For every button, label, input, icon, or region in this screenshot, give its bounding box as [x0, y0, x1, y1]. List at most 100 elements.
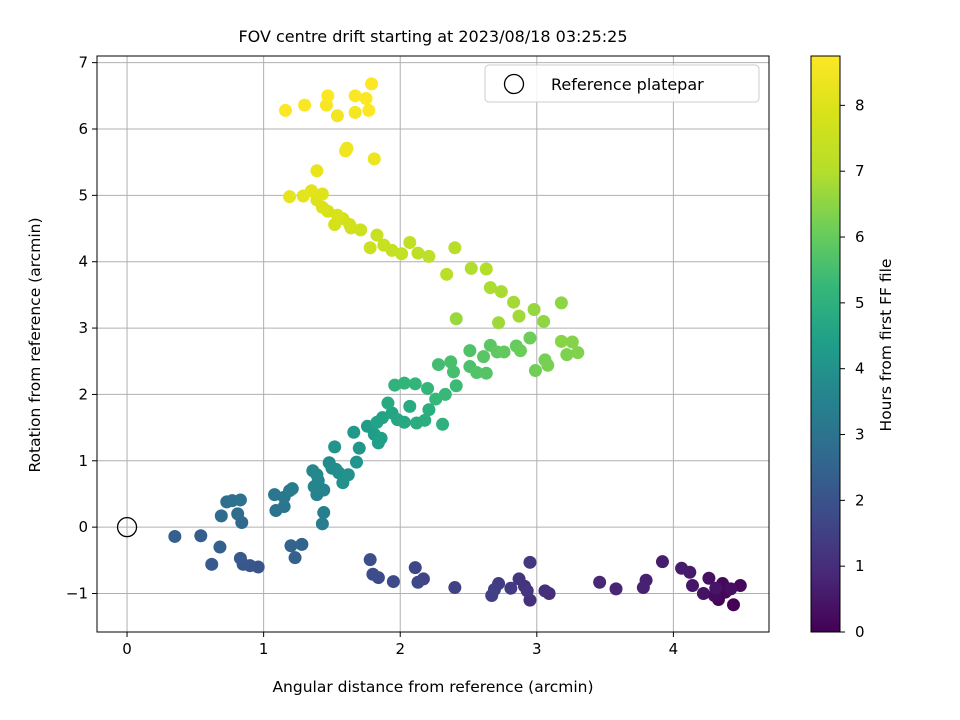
legend-box: [484, 64, 760, 103]
data-point: [538, 584, 552, 598]
data-point: [449, 312, 463, 326]
data-point: [571, 346, 585, 360]
data-point: [284, 539, 298, 553]
data-point: [512, 309, 526, 323]
data-point: [593, 575, 607, 589]
data-point: [507, 295, 521, 309]
data-point: [444, 355, 458, 369]
data-point: [367, 152, 381, 166]
data-point: [702, 571, 716, 585]
data-point: [421, 381, 435, 395]
data-point: [363, 553, 377, 567]
data-point: [422, 403, 436, 417]
data-point: [724, 582, 738, 596]
data-point: [492, 316, 506, 330]
data-point: [560, 348, 574, 362]
y-tick-label: 1: [78, 452, 88, 470]
data-point: [315, 517, 329, 531]
data-point: [523, 331, 537, 345]
colorbar-tick-label: 6: [855, 228, 865, 246]
data-point: [436, 417, 450, 431]
data-point: [362, 103, 376, 117]
data-point: [310, 468, 324, 482]
data-point: [205, 557, 219, 571]
data-point: [463, 344, 477, 358]
data-point: [477, 350, 491, 364]
data-point: [285, 482, 299, 496]
y-axis-label: Rotation from reference (arcmin): [26, 217, 44, 472]
data-point: [636, 581, 650, 595]
data-point: [317, 506, 331, 520]
data-point: [397, 376, 411, 390]
data-point: [283, 190, 297, 204]
data-point: [328, 440, 342, 454]
colorbar: [810, 55, 841, 633]
colorbar-tick-label: 2: [855, 491, 865, 509]
data-point: [348, 105, 362, 119]
x-tick-label: 3: [532, 640, 542, 658]
data-point: [231, 507, 245, 521]
data-point: [520, 584, 534, 598]
data-point: [408, 561, 422, 575]
data-point: [726, 598, 740, 612]
data-point: [537, 314, 551, 328]
data-point: [504, 581, 518, 595]
data-point: [348, 89, 362, 103]
y-tick-label: −1: [66, 585, 88, 603]
x-axis-label: Angular distance from reference (arcmin): [272, 678, 593, 696]
data-point: [686, 579, 700, 593]
data-point: [483, 281, 497, 295]
colorbar-tick-label: 1: [855, 557, 865, 575]
data-point: [370, 228, 384, 242]
y-tick-label: 0: [78, 518, 88, 536]
data-point: [339, 144, 353, 158]
data-point: [168, 529, 182, 543]
data-point: [397, 415, 411, 429]
data-point: [411, 575, 425, 589]
legend: Reference platepar: [484, 64, 760, 103]
data-point: [341, 468, 355, 482]
data-point: [470, 366, 484, 380]
data-point: [403, 235, 417, 249]
data-point: [365, 77, 379, 91]
data-point: [609, 582, 623, 596]
plot-grid: [97, 56, 769, 632]
data-point: [528, 364, 542, 378]
data-point: [330, 109, 344, 123]
reference-platepar-marker: [116, 517, 138, 538]
colorbar-tick-label: 8: [855, 96, 865, 114]
plot-frame: [96, 55, 770, 633]
colorbar-ticks: 0 1 2 3 4 5 6 7 8: [840, 96, 865, 641]
x-tick-label: 1: [259, 640, 269, 658]
data-point: [350, 455, 364, 469]
data-point: [408, 377, 422, 391]
x-axis-ticks: 0 1 2 3 4: [122, 632, 678, 658]
y-tick-label: 5: [78, 186, 88, 204]
data-point: [696, 587, 710, 601]
colorbar-tick-label: 0: [855, 623, 865, 641]
x-tick-label: 4: [669, 640, 679, 658]
data-point: [363, 241, 377, 255]
y-axis-ticks: −1 0 1 2 3 4 5 6 7: [66, 54, 97, 603]
data-point: [315, 187, 329, 201]
data-point: [296, 189, 310, 203]
y-tick-label: 7: [78, 54, 88, 72]
data-point: [485, 589, 499, 603]
data-point: [448, 581, 462, 595]
data-point: [214, 509, 228, 523]
data-point: [554, 296, 568, 310]
data-point: [527, 302, 541, 316]
data-point: [233, 551, 247, 565]
legend-entry: Reference platepar: [551, 75, 704, 94]
data-point: [565, 335, 579, 349]
data-point: [310, 164, 324, 178]
data-point: [440, 267, 454, 281]
data-point: [494, 285, 508, 299]
colorbar-tick-label: 5: [855, 294, 865, 312]
data-point: [277, 500, 291, 514]
x-tick-label: 2: [395, 640, 405, 658]
data-point: [298, 98, 312, 112]
data-point: [233, 493, 247, 507]
data-point: [446, 365, 460, 379]
data-point: [422, 249, 436, 263]
